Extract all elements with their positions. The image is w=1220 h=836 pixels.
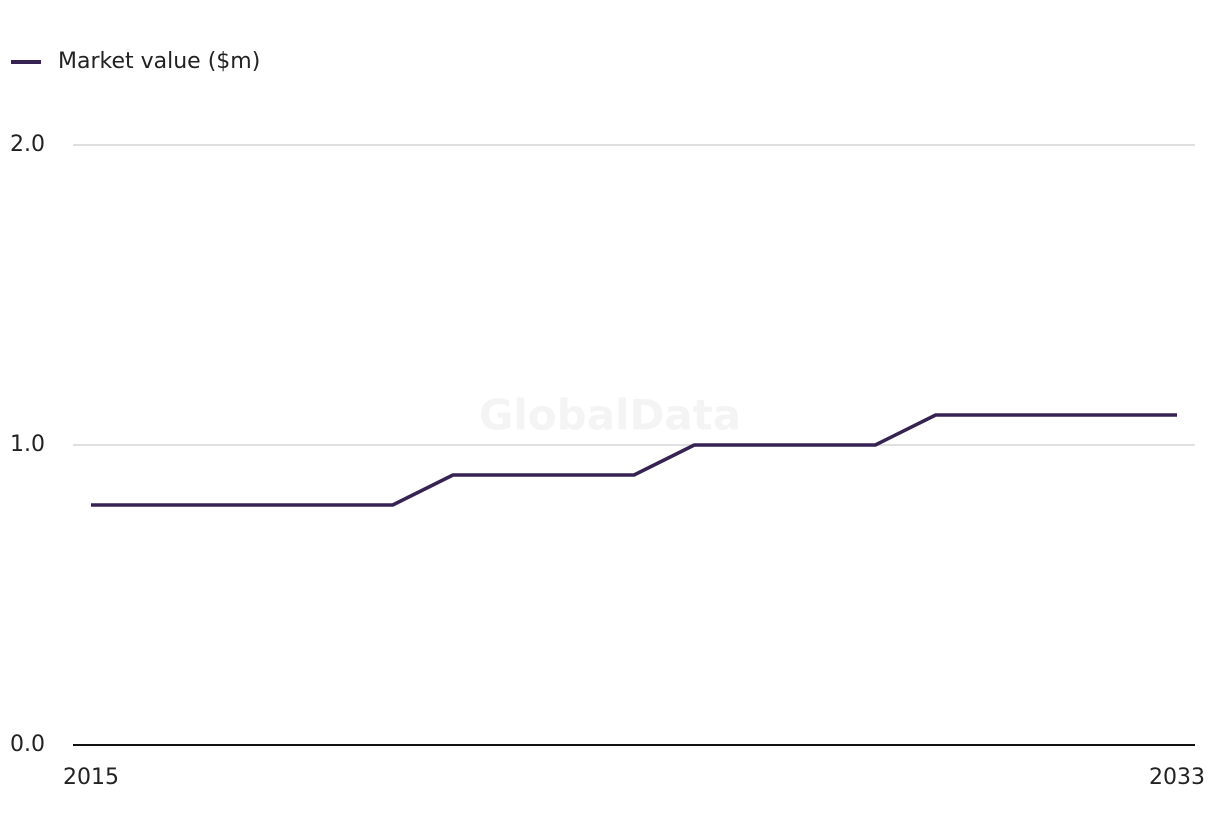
x-tick-label: 2015 [63, 765, 119, 790]
watermark: GlobalData [479, 391, 741, 440]
y-tick-label: 0.0 [10, 732, 45, 757]
x-tick-label: 2033 [1149, 765, 1205, 790]
legend-label: Market value ($m) [58, 49, 260, 74]
y-tick-label: 1.0 [10, 432, 45, 457]
y-tick-label: 2.0 [10, 132, 45, 157]
data-line [91, 413, 1177, 507]
